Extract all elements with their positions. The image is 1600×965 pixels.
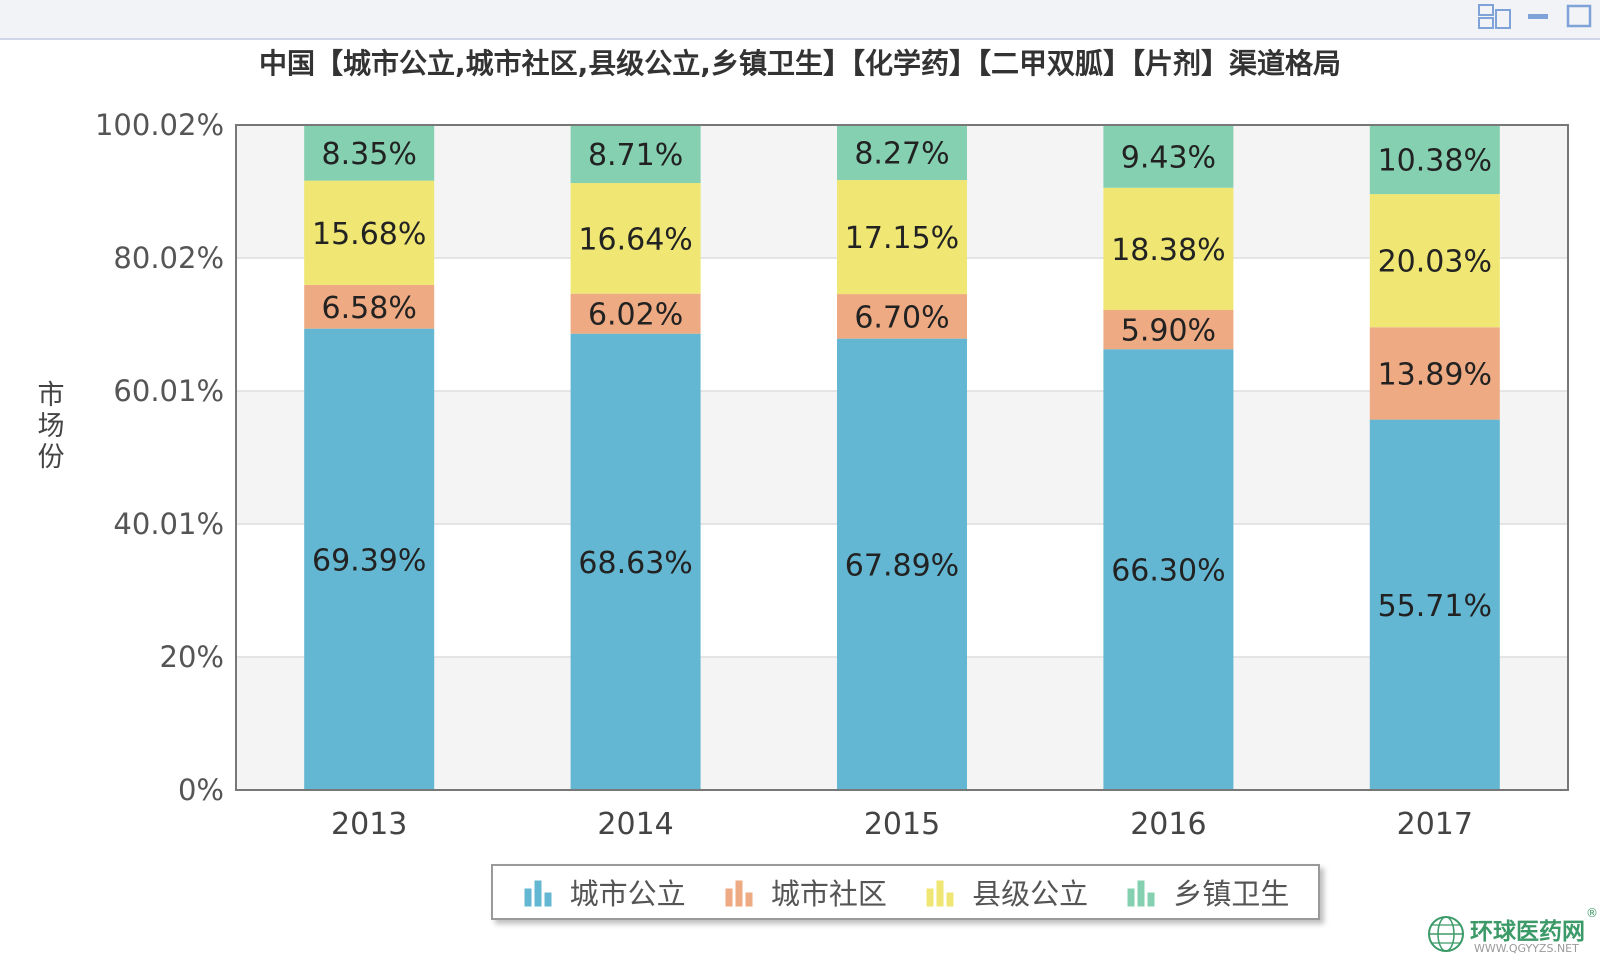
bar-segment[interactable] bbox=[570, 293, 701, 334]
globe-icon bbox=[1428, 916, 1464, 952]
bar-data-label: 20.03% bbox=[1378, 245, 1492, 280]
plot-frame bbox=[235, 124, 1569, 791]
bar-segment[interactable] bbox=[1369, 327, 1500, 420]
legend-icon-bar bbox=[744, 891, 754, 908]
bar-data-label: 6.02% bbox=[588, 298, 683, 333]
legend-icon-bar bbox=[1126, 887, 1136, 908]
bar-data-label: 66.30% bbox=[1111, 554, 1225, 589]
x-tick-label: 2014 bbox=[597, 807, 673, 842]
bar-data-label: 67.89% bbox=[845, 548, 959, 583]
legend-label: 乡镇卫生 bbox=[1173, 877, 1290, 911]
y-axis-title-text: 市场份 bbox=[32, 380, 64, 473]
bar-data-label: 17.15% bbox=[845, 221, 959, 256]
legend-item-city-community[interactable]: 城市社区 bbox=[723, 871, 887, 913]
y-tick-label: 20% bbox=[160, 640, 224, 674]
legend-icon-bar bbox=[935, 879, 945, 908]
maximize-icon[interactable] bbox=[1566, 4, 1592, 30]
bar-chart-icon bbox=[925, 879, 955, 908]
bar-segment[interactable] bbox=[304, 125, 435, 181]
x-tick-label: 2015 bbox=[864, 807, 940, 842]
y-tick-label: 100.02% bbox=[95, 108, 224, 142]
bar-data-label: 8.35% bbox=[322, 137, 417, 172]
bar-segment[interactable] bbox=[837, 294, 967, 339]
legend-icon-bar bbox=[523, 887, 533, 908]
bar-segment[interactable] bbox=[1103, 187, 1234, 310]
bar-data-label: 5.90% bbox=[1121, 314, 1216, 349]
bar-segment[interactable] bbox=[570, 183, 701, 294]
watermark-url: WWW.QGYYZS.NET bbox=[1474, 942, 1579, 955]
y-tick-label: 0% bbox=[178, 773, 224, 807]
bar-segment[interactable] bbox=[570, 125, 701, 184]
bar-segment[interactable] bbox=[837, 338, 967, 790]
bar-segment[interactable] bbox=[1103, 125, 1234, 188]
legend-icon-bar bbox=[734, 879, 744, 908]
watermark-name: 环球医药网 bbox=[1470, 919, 1585, 945]
bar-data-label: 6.70% bbox=[854, 300, 949, 335]
bar-data-label: 15.68% bbox=[312, 217, 426, 252]
legend-icon-bar bbox=[1136, 879, 1146, 908]
bar-chart-icon bbox=[1126, 879, 1156, 908]
bar-segment[interactable] bbox=[1103, 309, 1234, 350]
bar-data-label: 6.58% bbox=[322, 291, 417, 326]
legend-item-township-health[interactable]: 乡镇卫生 bbox=[1125, 871, 1289, 913]
legend-label: 县级公立 bbox=[972, 877, 1089, 911]
bar-segment[interactable] bbox=[304, 328, 435, 790]
bar-segment[interactable] bbox=[837, 125, 967, 181]
bar-data-label: 13.89% bbox=[1378, 357, 1492, 392]
bar-data-label: 9.43% bbox=[1121, 140, 1216, 175]
bar-segment[interactable] bbox=[1103, 349, 1234, 790]
legend-icon-bar bbox=[724, 887, 734, 908]
chart-legend: 城市公立 城市社区 县级公立 乡镇卫生 bbox=[491, 864, 1320, 920]
bar-segment[interactable] bbox=[1369, 419, 1500, 790]
minimize-icon[interactable] bbox=[1526, 4, 1550, 30]
bar-segment[interactable] bbox=[1369, 194, 1500, 328]
bar-segment[interactable] bbox=[570, 333, 701, 790]
bar-data-label: 10.38% bbox=[1378, 144, 1492, 179]
legend-icon-bar bbox=[945, 891, 955, 908]
x-tick-label: 2013 bbox=[331, 807, 407, 842]
x-tick-label: 2017 bbox=[1397, 807, 1473, 842]
bar-segment[interactable] bbox=[304, 180, 435, 285]
bar-chart-icon bbox=[724, 879, 754, 908]
legend-icon-bar bbox=[533, 879, 543, 908]
window-title-bar bbox=[0, 0, 1600, 40]
bar-data-label: 16.64% bbox=[578, 222, 692, 257]
legend-item-city-public[interactable]: 城市公立 bbox=[522, 871, 686, 913]
bar-segment[interactable] bbox=[304, 284, 435, 329]
bar-data-label: 68.63% bbox=[578, 546, 692, 581]
legend-icon-bar bbox=[925, 887, 935, 908]
x-tick-label: 2016 bbox=[1130, 807, 1206, 842]
bar-data-label: 8.71% bbox=[588, 138, 683, 173]
bar-segment[interactable] bbox=[837, 180, 967, 295]
watermark-logo: 环球医药网 WWW.QGYYZS.NET ® bbox=[1426, 906, 1598, 962]
bar-data-label: 55.71% bbox=[1378, 589, 1492, 624]
legend-label: 城市公立 bbox=[569, 877, 686, 911]
bar-data-label: 18.38% bbox=[1111, 233, 1225, 268]
bar-data-label: 8.27% bbox=[854, 137, 949, 172]
y-tick-label: 60.01% bbox=[113, 374, 224, 408]
watermark-registered-mark: ® bbox=[1586, 906, 1598, 920]
legend-icon-bar bbox=[1146, 891, 1156, 908]
y-axis-title: 市场份 bbox=[28, 380, 68, 483]
y-tick-label: 80.02% bbox=[113, 241, 224, 275]
legend-item-county-public[interactable]: 县级公立 bbox=[924, 871, 1088, 913]
y-tick-label: 40.01% bbox=[113, 507, 224, 541]
bar-segment[interactable] bbox=[1369, 125, 1500, 195]
chart-title: 中国【城市公立,城市社区,县级公立,乡镇卫生】【化学药】【二甲双胍】【片剂】渠道… bbox=[259, 47, 1341, 80]
bar-data-label: 69.39% bbox=[312, 543, 426, 578]
bar-chart-icon bbox=[523, 879, 553, 908]
legend-icon-bar bbox=[543, 891, 553, 908]
legend-label: 城市社区 bbox=[770, 877, 887, 911]
window-layout-icon[interactable] bbox=[1478, 4, 1512, 30]
